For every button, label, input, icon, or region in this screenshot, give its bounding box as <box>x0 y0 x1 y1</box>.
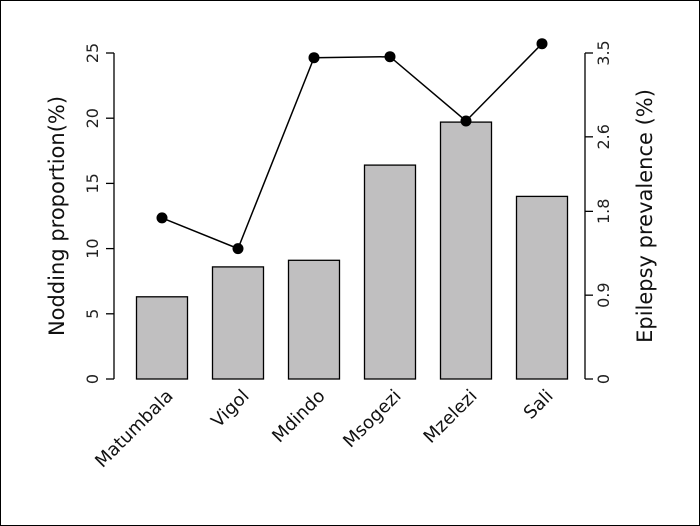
left-tick-label: 15 <box>83 173 102 193</box>
epilepsy-prevalence-line <box>161 43 543 250</box>
category-label-msogezi: Msogezi <box>339 386 405 452</box>
bar-vigol <box>211 266 265 380</box>
right-tick-label: 0.9 <box>594 282 613 307</box>
line-layer <box>156 38 548 255</box>
point-msogezi <box>384 51 396 63</box>
left-tick-label: 0 <box>83 374 102 384</box>
left-tick-label: 5 <box>83 309 102 319</box>
bar-msogezi <box>363 164 417 380</box>
right-y-axis: 0 0.9 1.8 2.6 3.5 <box>584 40 613 384</box>
bar-sali <box>515 195 569 380</box>
right-tick-label: 0 <box>594 374 613 384</box>
right-tick-label: 1.8 <box>594 199 613 224</box>
left-y-axis: 0 5 10 15 20 25 <box>83 43 115 384</box>
bars-layer <box>135 121 569 380</box>
bar-mdindo <box>287 259 341 380</box>
right-tick-label: 3.5 <box>594 40 613 65</box>
point-mdindo <box>308 52 320 64</box>
left-axis-title: Nodding proportion(%) <box>45 96 69 336</box>
category-label-sali: Sali <box>520 386 558 424</box>
bar-matumbala <box>135 296 189 380</box>
left-tick-label: 25 <box>83 43 102 63</box>
left-tick-label: 20 <box>83 108 102 128</box>
point-mzelezi <box>460 115 472 127</box>
right-axis-title: Epilepsy prevalence (%) <box>633 89 657 343</box>
category-label-mzelezi: Mzelezi <box>420 386 482 448</box>
point-sali <box>536 38 548 50</box>
point-vigol <box>232 243 244 255</box>
left-tick-label: 10 <box>83 238 102 258</box>
category-label-vigol: Vigol <box>207 386 253 432</box>
right-tick-label: 2.6 <box>594 124 613 149</box>
x-axis-labels: Matumbala Vigol Mdindo Msogezi Mzelezi Sali <box>91 386 557 472</box>
category-label-mdindo: Mdindo <box>268 386 329 447</box>
bar-mzelezi <box>439 121 493 380</box>
point-matumbala <box>156 212 168 224</box>
category-label-matumbala: Matumbala <box>91 386 177 472</box>
